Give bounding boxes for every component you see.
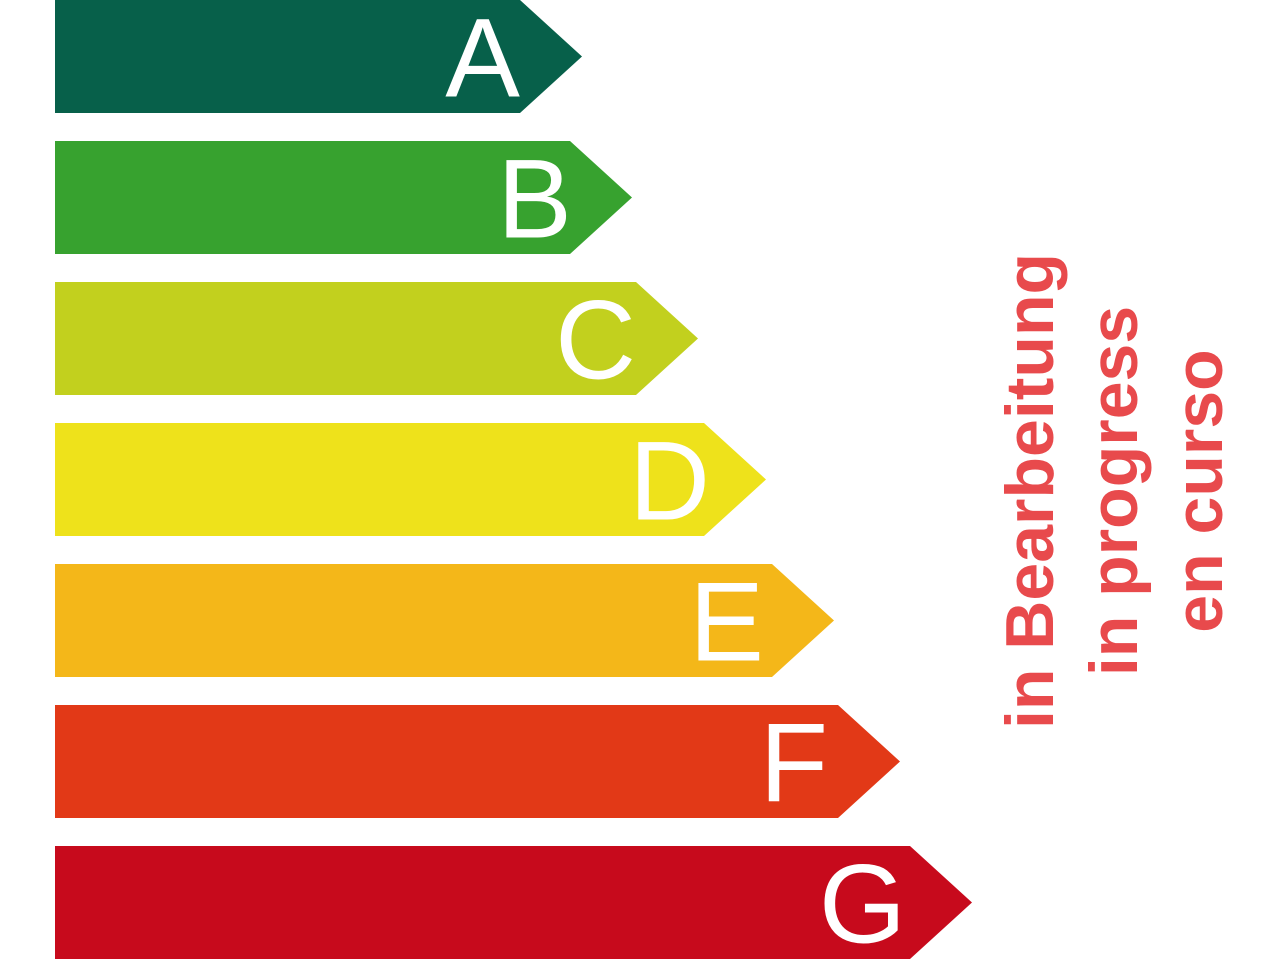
class-letter: F: [760, 701, 828, 826]
class-letter: D: [629, 419, 710, 544]
class-letter: B: [497, 137, 572, 262]
class-bar-c: C: [55, 278, 698, 403]
class-bar-a: A: [55, 0, 582, 121]
status-text-line: in Bearbeitung: [992, 253, 1068, 729]
class-letter: C: [555, 278, 636, 403]
class-arrow-shape: [55, 0, 582, 113]
status-text-line: in progress: [1076, 306, 1152, 676]
status-text-line: en curso: [1161, 349, 1237, 632]
class-letter: A: [445, 0, 520, 121]
class-bar-g: G: [55, 842, 972, 960]
class-letter: E: [689, 560, 764, 685]
class-arrow-shape: [55, 282, 698, 395]
class-bar-e: E: [55, 560, 834, 685]
class-bar-b: B: [55, 137, 632, 262]
class-arrow-shape: [55, 846, 972, 959]
class-arrow-shape: [55, 705, 900, 818]
class-letter: G: [819, 842, 906, 960]
class-bar-d: D: [55, 419, 766, 544]
class-arrow-shape: [55, 423, 766, 536]
class-arrow-shape: [55, 141, 632, 254]
class-arrow-shape: [55, 564, 834, 677]
class-bar-f: F: [55, 701, 900, 826]
